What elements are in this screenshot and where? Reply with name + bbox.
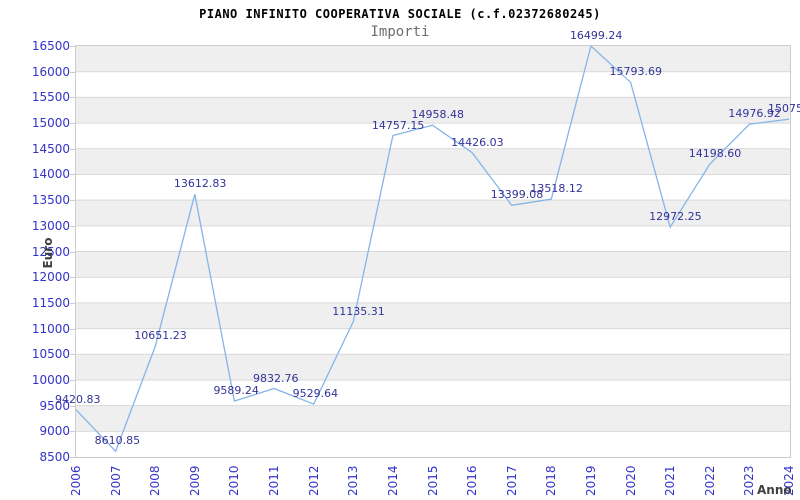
background-band: [76, 405, 790, 432]
data-point-label: 14958.48: [411, 108, 465, 122]
background-band: [76, 46, 790, 72]
x-tick-label: 2022: [702, 465, 717, 496]
x-tick-label: 2020: [623, 465, 638, 496]
y-tick-mark: [70, 225, 75, 227]
x-tick-label: 2011: [267, 465, 282, 496]
x-tick-label: 2008: [148, 465, 163, 496]
y-tick-mark: [70, 200, 75, 202]
y-tick-mark: [70, 71, 75, 73]
data-point-label: 14757.15: [371, 118, 425, 132]
chart-title: PIANO INFINITO COOPERATIVA SOCIALE (c.f.…: [199, 7, 601, 21]
y-tick-mark: [70, 174, 75, 176]
x-tick-label: 2019: [583, 465, 598, 496]
x-tick-label: 2021: [663, 465, 678, 496]
line-series-svg: [76, 46, 790, 453]
x-axis-title: Anno: [757, 483, 792, 497]
data-point-label: 9832.76: [253, 371, 299, 385]
x-tick-label: 2010: [227, 465, 242, 496]
y-tick-mark: [70, 251, 75, 253]
data-point-label: 12972.25: [649, 210, 702, 224]
background-band: [76, 251, 790, 278]
data-point-label: 9589.24: [213, 384, 259, 398]
y-tick-label: 9000: [39, 424, 70, 439]
x-tick-label: 2012: [306, 465, 321, 496]
y-tick-mark: [70, 277, 75, 279]
x-tick-label: 2015: [425, 465, 440, 496]
data-point-label: 15793.69: [609, 65, 663, 79]
y-tick-label: 13500: [31, 193, 70, 208]
y-tick-label: 12500: [31, 244, 70, 259]
x-tick-label: 2006: [69, 465, 83, 496]
x-tick-label: 2018: [544, 465, 559, 496]
y-tick-mark: [70, 302, 75, 304]
y-tick-label: 9500: [39, 398, 70, 413]
y-tick-label: 8500: [39, 450, 70, 464]
y-tick-mark: [70, 328, 75, 330]
y-tick-label: 14500: [31, 141, 70, 156]
y-tick-mark: [70, 123, 75, 125]
data-point-label: 14198.60: [688, 147, 742, 161]
y-tick-mark: [70, 148, 75, 150]
data-point-label: 8610.85: [94, 434, 141, 448]
chart-subtitle: Importi: [370, 24, 430, 40]
y-tick-label: 13000: [31, 218, 70, 233]
x-tick-label: 2009: [187, 465, 202, 496]
y-tick-mark: [70, 457, 75, 458]
background-band: [76, 200, 790, 226]
x-tick-label: 2007: [108, 465, 123, 496]
background-band: [76, 148, 790, 175]
data-point-label: 13399.08: [490, 188, 544, 202]
x-tick-label: 2013: [346, 465, 361, 496]
x-tick-label: 2023: [742, 465, 757, 496]
data-point-label: 14976.92: [728, 107, 781, 121]
data-point-label: 13518.12: [530, 182, 583, 196]
y-tick-label: 11000: [31, 321, 70, 336]
y-tick-mark: [70, 354, 75, 356]
data-point-label: 16499.24: [569, 29, 623, 43]
background-band: [76, 302, 790, 329]
data-point-label: 13612.83: [173, 177, 227, 191]
x-tick-label: 2017: [504, 465, 519, 496]
data-point-label: 15075.: [768, 102, 800, 116]
y-tick-mark: [70, 379, 75, 381]
x-tick-label: 2014: [385, 465, 400, 496]
background-band: [76, 97, 790, 124]
data-point-label: 9529.64: [292, 387, 339, 401]
y-tick-label: 11500: [31, 295, 70, 310]
y-tick-mark: [70, 97, 75, 99]
y-tick-label: 14000: [31, 167, 70, 182]
data-point-label: 9420.83: [55, 392, 101, 406]
y-tick-label: 10000: [31, 372, 70, 387]
background-band: [76, 354, 790, 380]
y-tick-mark: [70, 431, 75, 433]
y-axis-title: Euro: [41, 237, 55, 269]
y-tick-mark: [70, 46, 75, 47]
y-tick-label: 12000: [31, 270, 70, 285]
data-line: [76, 46, 790, 453]
y-tick-label: 16500: [31, 39, 70, 53]
plot-area: [75, 45, 791, 458]
x-tick-label: 2016: [465, 465, 480, 496]
y-tick-label: 16000: [31, 64, 70, 79]
y-tick-label: 15500: [31, 90, 70, 105]
y-tick-label: 10500: [31, 347, 70, 362]
data-point-label: 14426.03: [451, 135, 504, 149]
y-tick-label: 15000: [31, 116, 70, 131]
data-point-label: 11135.31: [332, 304, 385, 318]
y-tick-mark: [70, 405, 75, 407]
data-point-label: 10651.23: [134, 329, 187, 343]
